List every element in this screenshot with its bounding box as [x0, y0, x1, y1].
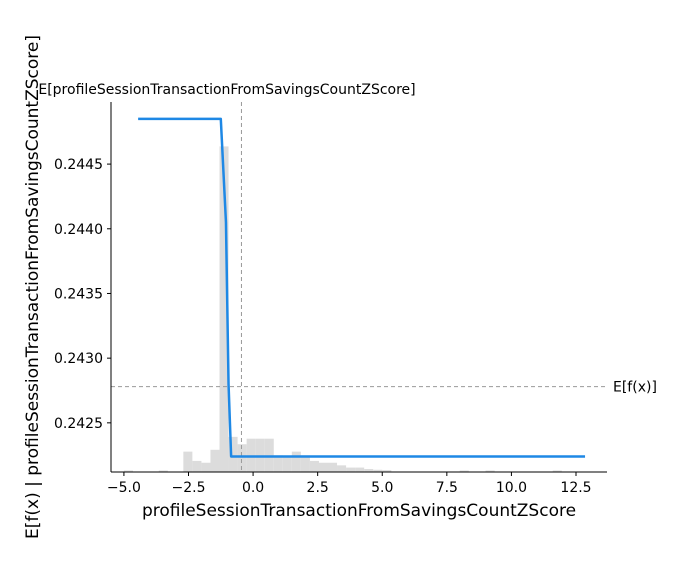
x-tick-label: 5.0	[371, 480, 393, 496]
histogram-bar	[318, 462, 328, 472]
histogram-bar	[291, 451, 301, 472]
x-tick-label: −5.0	[107, 480, 141, 496]
x-tick-label: 2.5	[307, 480, 329, 496]
histogram-bar	[459, 470, 469, 472]
y-tick-label: 0.2425	[54, 416, 103, 432]
chart-title: E[profileSessionTransactionFromSavingsCo…	[38, 82, 415, 98]
y-tick-label: 0.2430	[54, 351, 103, 367]
y-axis-label: E[f(x) | profileSessionTransactionFromSa…	[23, 35, 43, 539]
x-tick-label: 7.5	[436, 480, 458, 496]
y-ticks: 0.2425 0.2430 0.2435 0.2440 0.2445	[54, 157, 111, 432]
x-ticks: −5.0 −2.5 0.0 2.5 5.0 7.5 10.0 12.5	[107, 472, 592, 496]
histogram-bar	[192, 460, 202, 472]
histogram-bar	[282, 457, 292, 472]
histogram-bar	[300, 455, 310, 472]
histogram-bar	[355, 467, 365, 472]
x-tick-label: −2.5	[172, 480, 206, 496]
x-tick-label: 10.0	[496, 480, 527, 496]
histogram-bar	[552, 470, 562, 472]
histogram-bar	[158, 470, 168, 472]
histogram-bar	[485, 470, 495, 472]
y-tick-label: 0.2435	[54, 286, 103, 302]
reference-lines	[111, 102, 607, 472]
y-tick-label: 0.2445	[54, 157, 103, 173]
y-tick-label: 0.2440	[54, 222, 103, 238]
histogram-bar	[309, 460, 319, 472]
histogram-bar	[364, 469, 374, 472]
histogram-bar	[201, 462, 211, 472]
histogram-bar	[210, 449, 220, 472]
histogram-bar	[273, 455, 283, 472]
dependence-series-line	[138, 117, 586, 458]
histogram-bar	[346, 467, 356, 472]
expected-value-label: E[f(x)]	[613, 380, 657, 396]
histogram-bar	[382, 470, 392, 472]
x-tick-label: 0.0	[242, 480, 264, 496]
histogram-bar	[337, 465, 347, 472]
histogram-bar	[219, 146, 229, 472]
histogram-bar	[328, 462, 338, 472]
x-tick-label: 12.5	[560, 480, 591, 496]
histogram-bar	[228, 436, 238, 472]
histogram-bar	[183, 451, 193, 472]
x-axis-label: profileSessionTransactionFromSavingsCoun…	[142, 501, 576, 521]
dependence-line	[138, 117, 586, 458]
histogram-bar	[123, 470, 133, 472]
histogram-bar	[237, 444, 247, 472]
histogram-bar	[373, 469, 383, 472]
